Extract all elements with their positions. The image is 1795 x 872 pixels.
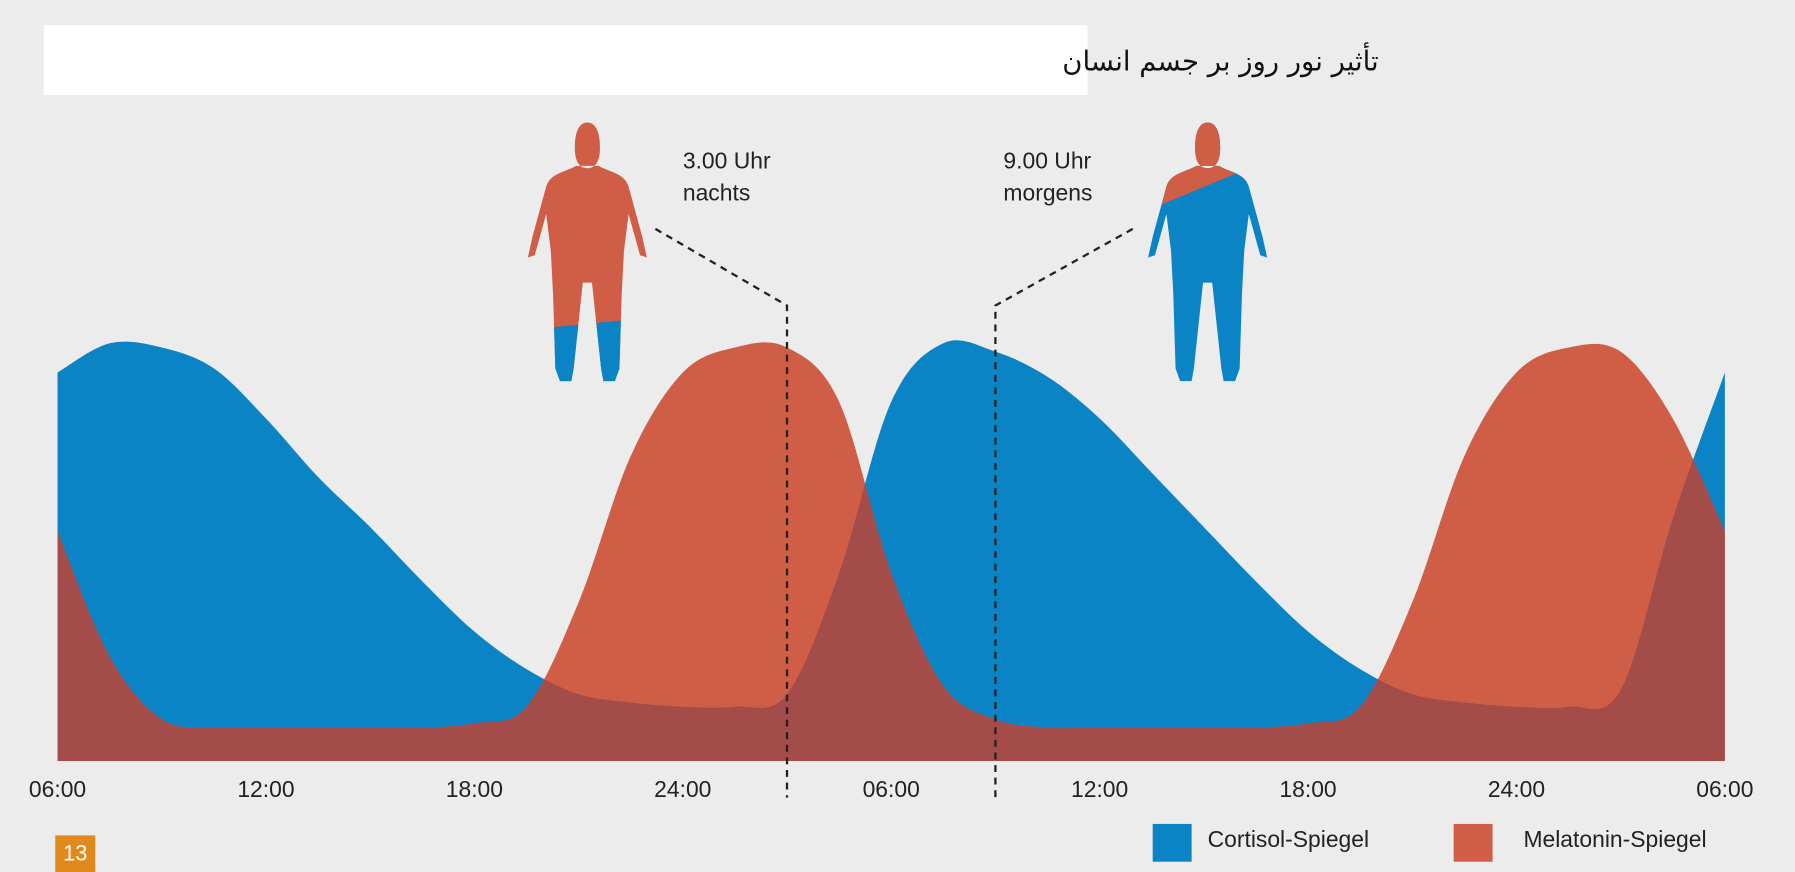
x-tick-label: 06:00	[29, 776, 86, 802]
annotation-line	[654, 227, 789, 798]
annotation-text: 3.00 Uhr	[683, 148, 771, 174]
area	[57, 340, 1725, 761]
annotation-text: nachts	[683, 180, 750, 206]
legend-label: Melatonin-Spiegel	[1523, 826, 1706, 852]
x-tick-label: 06:00	[863, 776, 920, 802]
x-tick-label: 24:00	[654, 776, 711, 802]
legend-swatch	[1453, 823, 1493, 862]
title-box	[43, 25, 1088, 95]
x-tick-label: 18:00	[446, 776, 503, 802]
page-badge	[55, 835, 96, 872]
x-tick-label: 12:00	[1071, 776, 1128, 802]
x-tick-label: 06:00	[1696, 776, 1753, 802]
page-number: 13	[63, 841, 87, 866]
legend-swatch	[1152, 823, 1192, 862]
chart-title: تأثیر نور روز بر جسم انسان	[1062, 42, 1378, 77]
x-tick-label: 18:00	[1279, 776, 1336, 802]
annotation-text: morgens	[1003, 180, 1092, 206]
x-tick-label: 24:00	[1488, 776, 1545, 802]
x-tick-label: 12:00	[237, 776, 294, 802]
annotation-line	[994, 227, 1134, 798]
annotation-text: 9.00 Uhr	[1003, 148, 1091, 174]
legend-label: Cortisol-Spiegel	[1208, 826, 1369, 852]
